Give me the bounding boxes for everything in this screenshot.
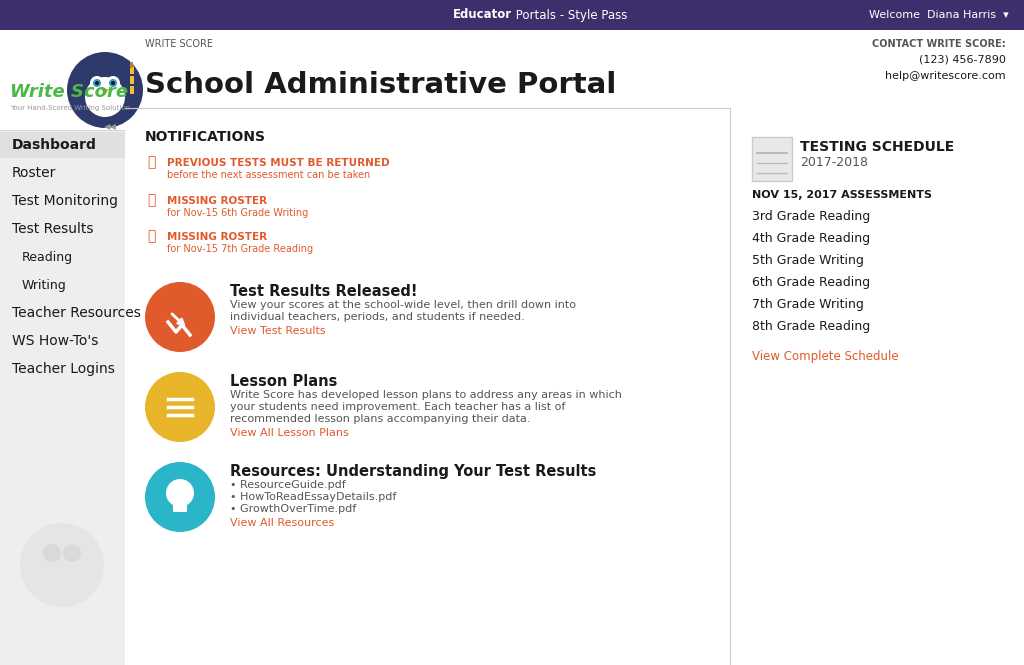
Text: ◀◀: ◀◀	[104, 122, 117, 131]
Circle shape	[20, 523, 104, 607]
Circle shape	[111, 81, 115, 85]
Text: 6th Grade Reading: 6th Grade Reading	[752, 276, 870, 289]
Text: for Nov-15 6th Grade Writing: for Nov-15 6th Grade Writing	[167, 208, 308, 218]
Circle shape	[67, 52, 143, 128]
Text: Your Hand-Scored Writing Solution: Your Hand-Scored Writing Solution	[10, 105, 130, 111]
Text: 2017-2018: 2017-2018	[800, 156, 868, 169]
Circle shape	[106, 76, 120, 90]
Circle shape	[145, 372, 215, 442]
Text: individual teachers, periods, and students if needed.: individual teachers, periods, and studen…	[230, 312, 524, 322]
Circle shape	[43, 544, 61, 562]
Circle shape	[166, 479, 194, 507]
Circle shape	[93, 79, 101, 87]
Text: 5th Grade Writing: 5th Grade Writing	[752, 254, 864, 267]
Text: View Test Results: View Test Results	[230, 326, 326, 336]
Text: MISSING ROSTER: MISSING ROSTER	[167, 232, 267, 242]
Text: NOV 15, 2017 ASSESSMENTS: NOV 15, 2017 ASSESSMENTS	[752, 190, 932, 200]
Text: View your scores at the school-wide level, then drill down into: View your scores at the school-wide leve…	[230, 300, 575, 310]
Text: Lesson Plans: Lesson Plans	[230, 374, 337, 389]
Text: Portals - Style Pass: Portals - Style Pass	[512, 9, 628, 21]
Text: WS How-To's: WS How-To's	[12, 334, 98, 348]
Text: Reading: Reading	[22, 251, 73, 263]
Text: 🔔: 🔔	[147, 193, 156, 207]
Text: Teacher Logins: Teacher Logins	[12, 362, 115, 376]
Circle shape	[85, 77, 125, 117]
Text: Test Monitoring: Test Monitoring	[12, 194, 118, 208]
Text: • HowToReadEssayDetails.pdf: • HowToReadEssayDetails.pdf	[230, 492, 396, 502]
Text: 🔔: 🔔	[147, 155, 156, 169]
Text: TESTING SCHEDULE: TESTING SCHEDULE	[800, 140, 954, 154]
Text: Resources: Understanding Your Test Results: Resources: Understanding Your Test Resul…	[230, 464, 596, 479]
FancyBboxPatch shape	[0, 132, 125, 158]
Text: Roster: Roster	[12, 166, 56, 180]
Text: Write Score: Write Score	[10, 83, 128, 101]
Circle shape	[95, 81, 99, 85]
Text: Educator: Educator	[453, 9, 512, 21]
Text: View Complete Schedule: View Complete Schedule	[752, 350, 899, 363]
Text: WRITE SCORE: WRITE SCORE	[145, 39, 213, 49]
Text: Teacher Resources: Teacher Resources	[12, 306, 141, 320]
Text: Test Results: Test Results	[12, 222, 93, 236]
Text: recommended lesson plans accompanying their data.: recommended lesson plans accompanying th…	[230, 414, 530, 424]
Text: help@writescore.com: help@writescore.com	[886, 71, 1006, 81]
Text: before the next assessment can be taken: before the next assessment can be taken	[167, 170, 371, 180]
FancyBboxPatch shape	[0, 30, 125, 130]
Polygon shape	[112, 57, 122, 70]
FancyBboxPatch shape	[130, 66, 134, 74]
FancyBboxPatch shape	[173, 502, 187, 512]
Text: CONTACT WRITE SCORE:: CONTACT WRITE SCORE:	[872, 39, 1006, 49]
Text: 3rd Grade Reading: 3rd Grade Reading	[752, 210, 870, 223]
Circle shape	[145, 462, 215, 532]
Text: View All Resources: View All Resources	[230, 518, 334, 528]
FancyBboxPatch shape	[130, 62, 133, 68]
Text: • ResourceGuide.pdf: • ResourceGuide.pdf	[230, 480, 346, 490]
Polygon shape	[88, 57, 98, 70]
Text: for Nov-15 7th Grade Reading: for Nov-15 7th Grade Reading	[167, 244, 313, 254]
Text: (123) 456-7890: (123) 456-7890	[920, 55, 1006, 65]
Text: NOTIFICATIONS: NOTIFICATIONS	[145, 130, 266, 144]
Text: View All Lesson Plans: View All Lesson Plans	[230, 428, 349, 438]
FancyBboxPatch shape	[0, 0, 1024, 30]
Text: 8th Grade Reading: 8th Grade Reading	[752, 320, 870, 333]
Text: Welcome  Diana Harris  ▾: Welcome Diana Harris ▾	[869, 10, 1009, 20]
Circle shape	[90, 76, 104, 90]
Text: Test Results Released!: Test Results Released!	[230, 284, 418, 299]
Circle shape	[63, 544, 81, 562]
Polygon shape	[101, 89, 109, 95]
Circle shape	[109, 79, 117, 87]
Text: 7th Grade Writing: 7th Grade Writing	[752, 298, 864, 311]
Text: MISSING ROSTER: MISSING ROSTER	[167, 196, 267, 206]
FancyBboxPatch shape	[130, 76, 134, 84]
Text: Writing: Writing	[22, 279, 67, 291]
Text: • GrowthOverTime.pdf: • GrowthOverTime.pdf	[230, 504, 356, 514]
Text: Write Score has developed lesson plans to address any areas in which: Write Score has developed lesson plans t…	[230, 390, 622, 400]
FancyBboxPatch shape	[0, 30, 125, 665]
FancyBboxPatch shape	[130, 86, 134, 94]
Text: 🔔: 🔔	[147, 229, 156, 243]
Text: Dashboard: Dashboard	[12, 138, 97, 152]
FancyBboxPatch shape	[752, 137, 792, 181]
Text: School Administrative Portal: School Administrative Portal	[145, 71, 616, 99]
Circle shape	[145, 282, 215, 352]
Text: your students need improvement. Each teacher has a list of: your students need improvement. Each tea…	[230, 402, 565, 412]
Text: PREVIOUS TESTS MUST BE RETURNED: PREVIOUS TESTS MUST BE RETURNED	[167, 158, 389, 168]
Text: 4th Grade Reading: 4th Grade Reading	[752, 232, 870, 245]
